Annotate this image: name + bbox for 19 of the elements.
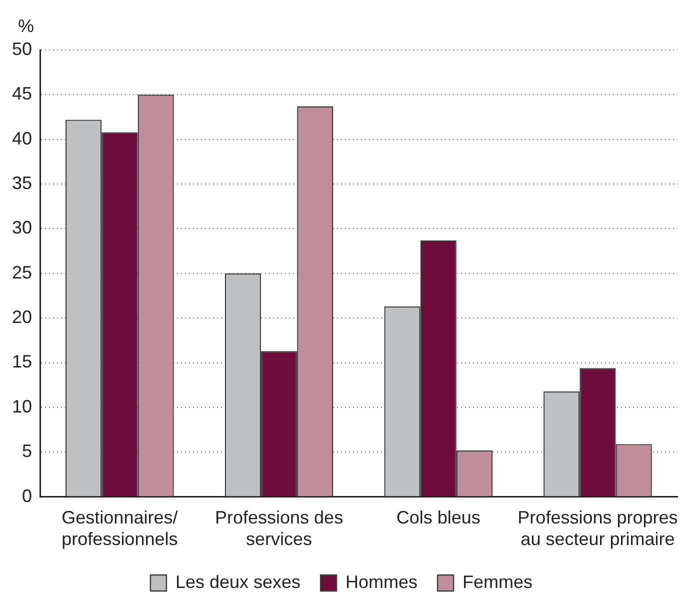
legend-label: Les deux sexes xyxy=(175,572,301,592)
y-tick-label: 50 xyxy=(12,38,32,59)
x-tick-label: Gestionnaires/ professionnels xyxy=(62,508,178,550)
y-tick-label: 5 xyxy=(22,441,32,462)
x-tick-label: Professions propres au secteur primaire xyxy=(518,508,678,550)
legend-label: Femmes xyxy=(462,572,533,592)
y-tick-label: 30 xyxy=(12,218,32,238)
y-tick-label: 45 xyxy=(12,84,32,104)
y-tick-label: 20 xyxy=(12,307,32,328)
x-tick-label: Professions des services xyxy=(214,508,344,550)
y-axis-title: % xyxy=(18,16,34,36)
x-tick-label: Cols bleus xyxy=(396,508,480,528)
y-tick-label: 0 xyxy=(22,486,32,506)
y-tick-label: 25 xyxy=(12,262,32,282)
y-tick-label: 40 xyxy=(12,128,32,148)
y-tick-label: 15 xyxy=(12,352,32,372)
y-tick-label: 10 xyxy=(12,396,32,416)
y-tick-label: 35 xyxy=(12,173,32,194)
legend-label: Hommes xyxy=(346,572,418,592)
